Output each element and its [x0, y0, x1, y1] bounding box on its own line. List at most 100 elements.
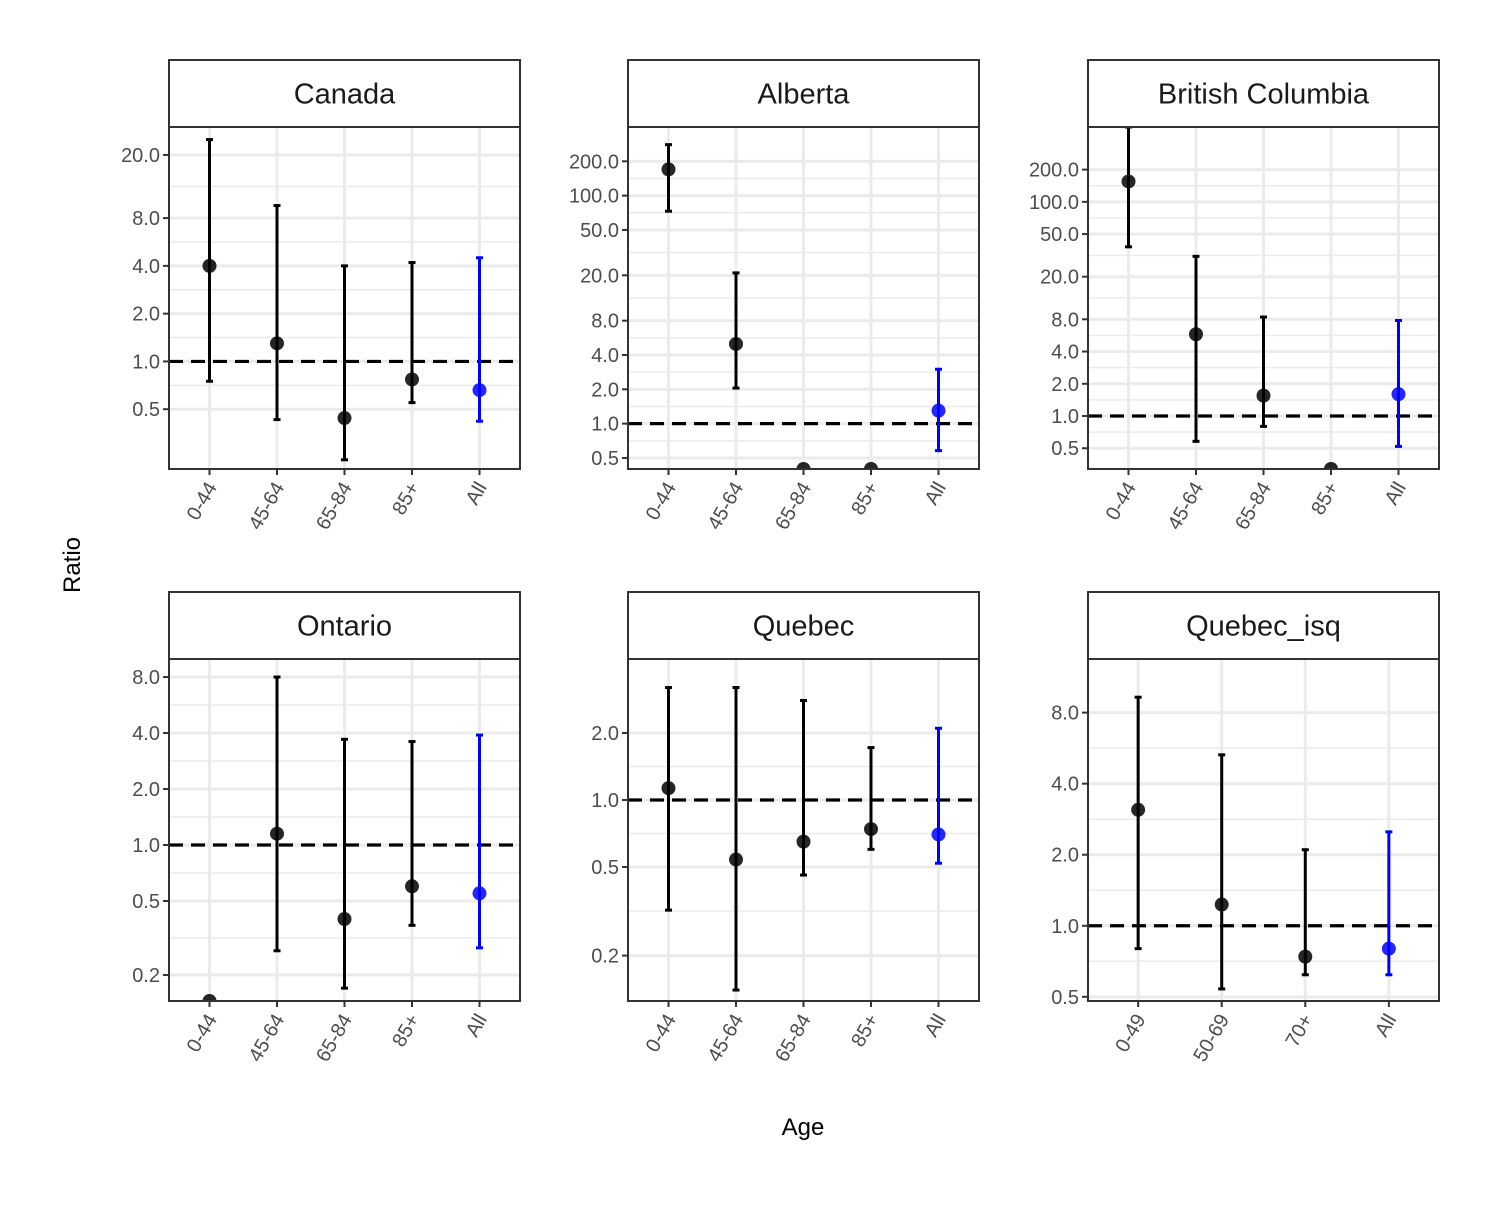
facet-title: Quebec: [753, 611, 855, 643]
data-point: [472, 886, 487, 901]
data-point: [1189, 327, 1203, 342]
y-tick-label: 8.0: [1051, 703, 1079, 725]
y-tick-label: 0.5: [1051, 438, 1079, 460]
data-point: [202, 258, 217, 273]
x-tick-label: 65-84: [312, 1011, 357, 1066]
data-point: [661, 781, 676, 796]
y-tick-label: 100.0: [1029, 192, 1079, 214]
data-point: [270, 336, 284, 351]
x-tick-label: 45-64: [1164, 479, 1209, 534]
x-tick-label: 0-49: [1111, 1011, 1150, 1057]
facet-panel: Alberta 200.0 100.0 50.0 20.0 8.0 4.0 2.0 1.0 0.5…: [569, 59, 980, 534]
data-point: [729, 336, 743, 351]
data-point: [931, 827, 946, 842]
y-tick-label: 50.0: [1040, 224, 1079, 246]
x-tick-label: 0-44: [642, 479, 681, 525]
x-tick-label: 65-84: [312, 479, 357, 534]
x-tick-label: All: [921, 1011, 951, 1041]
facet-title: British Columbia: [1158, 79, 1370, 111]
y-tick-label: 100.0: [569, 186, 619, 208]
y-tick-label: 4.0: [132, 256, 160, 278]
data-point: [1381, 941, 1396, 956]
y-tick-label: 8.0: [1051, 309, 1079, 331]
y-tick-label: 1.0: [591, 790, 619, 812]
data-layer: [169, 675, 520, 1001]
x-tick-label: 45-64: [245, 479, 290, 534]
facet-panel: Ontario 8.0 4.0 2.0 1.0 0.5 0.2 0-44 45-64 65-84 8…: [132, 591, 521, 1066]
data-point: [1298, 949, 1313, 964]
y-tick-label: 0.5: [132, 891, 160, 913]
facet-title: Ontario: [297, 611, 392, 643]
facet-title: Canada: [294, 79, 396, 111]
data-layer: [169, 138, 520, 462]
y-tick-label: 4.0: [1051, 342, 1079, 364]
data-point: [729, 852, 743, 867]
x-tick-label: 0-44: [183, 1011, 222, 1057]
x-tick-label: 50-69: [1189, 1011, 1234, 1066]
facet-strip: [1087, 591, 1440, 660]
data-point: [472, 383, 487, 398]
data-point: [337, 411, 352, 426]
x-tick-label: 0-44: [1102, 479, 1141, 525]
x-tick-label: 45-64: [245, 1011, 290, 1066]
x-tick-label: All: [1371, 1011, 1401, 1041]
y-tick-label: 1.0: [1051, 916, 1079, 938]
data-point: [1391, 387, 1406, 402]
x-tick-label: 85+: [1307, 479, 1343, 519]
facet-panel: Canada 20.0 8.0 4.0 2.0 1.0 0.5 0-44 45-64 65-84 8…: [121, 59, 521, 534]
facet-title: Quebec_isq: [1186, 611, 1341, 643]
y-tick-label: 20.0: [1040, 267, 1079, 289]
x-tick-label: 85+: [847, 1011, 883, 1051]
y-tick-label: 2.0: [591, 379, 619, 401]
y-tick-label: 2.0: [132, 779, 160, 801]
y-tick-label: 0.5: [591, 448, 619, 470]
y-tick-label: 0.5: [591, 857, 619, 879]
y-tick-label: 200.0: [569, 151, 619, 173]
data-point: [864, 822, 878, 837]
y-tick-label: 0.2: [132, 965, 160, 987]
data-point: [796, 834, 811, 849]
data-point: [1256, 388, 1271, 403]
y-tick-label: 0.5: [132, 399, 160, 421]
y-tick-label: 2.0: [591, 723, 619, 745]
facet-panel: Quebec 2.0 1.0 0.5 0.2 0-44 45-64 65-84 85+ All: [591, 591, 980, 1066]
x-tick-label: 45-64: [704, 1011, 749, 1066]
data-point: [661, 162, 676, 177]
data-layer: [1088, 695, 1439, 991]
x-tick-label: 65-84: [1231, 479, 1276, 534]
data-point: [796, 462, 811, 469]
x-tick-label: All: [462, 1011, 492, 1041]
data-point: [1214, 897, 1229, 912]
x-tick-label: 0-44: [183, 479, 222, 525]
data-point: [1324, 462, 1338, 469]
y-tick-label: 2.0: [1051, 374, 1079, 396]
y-tick-label: 1.0: [1051, 406, 1079, 428]
y-tick-label: 1.0: [132, 835, 160, 857]
x-tick-label: All: [921, 479, 951, 509]
y-tick-label: 8.0: [132, 208, 160, 230]
plot-background: [1088, 659, 1439, 1001]
y-tick-label: 2.0: [132, 304, 160, 326]
x-tick-label: 0-44: [642, 1011, 681, 1057]
data-point: [864, 462, 878, 469]
x-tick-label: 65-84: [771, 479, 816, 534]
y-tick-label: 8.0: [591, 311, 619, 333]
data-point: [405, 879, 419, 894]
x-tick-label: 65-84: [771, 1011, 816, 1066]
x-tick-label: All: [462, 479, 492, 509]
data-point: [405, 372, 419, 387]
y-tick-label: 200.0: [1029, 160, 1079, 182]
data-layer: [1088, 127, 1439, 469]
y-axis-title: Ratio: [59, 537, 86, 593]
data-point: [1121, 174, 1136, 189]
facet-strip: [1087, 59, 1440, 128]
y-tick-label: 4.0: [591, 345, 619, 367]
data-point: [270, 826, 284, 841]
facet-strip: [627, 59, 980, 128]
x-tick-label: 85+: [388, 479, 424, 519]
y-tick-label: 1.0: [591, 414, 619, 436]
data-point: [337, 912, 352, 927]
facet-title: Alberta: [758, 79, 851, 111]
